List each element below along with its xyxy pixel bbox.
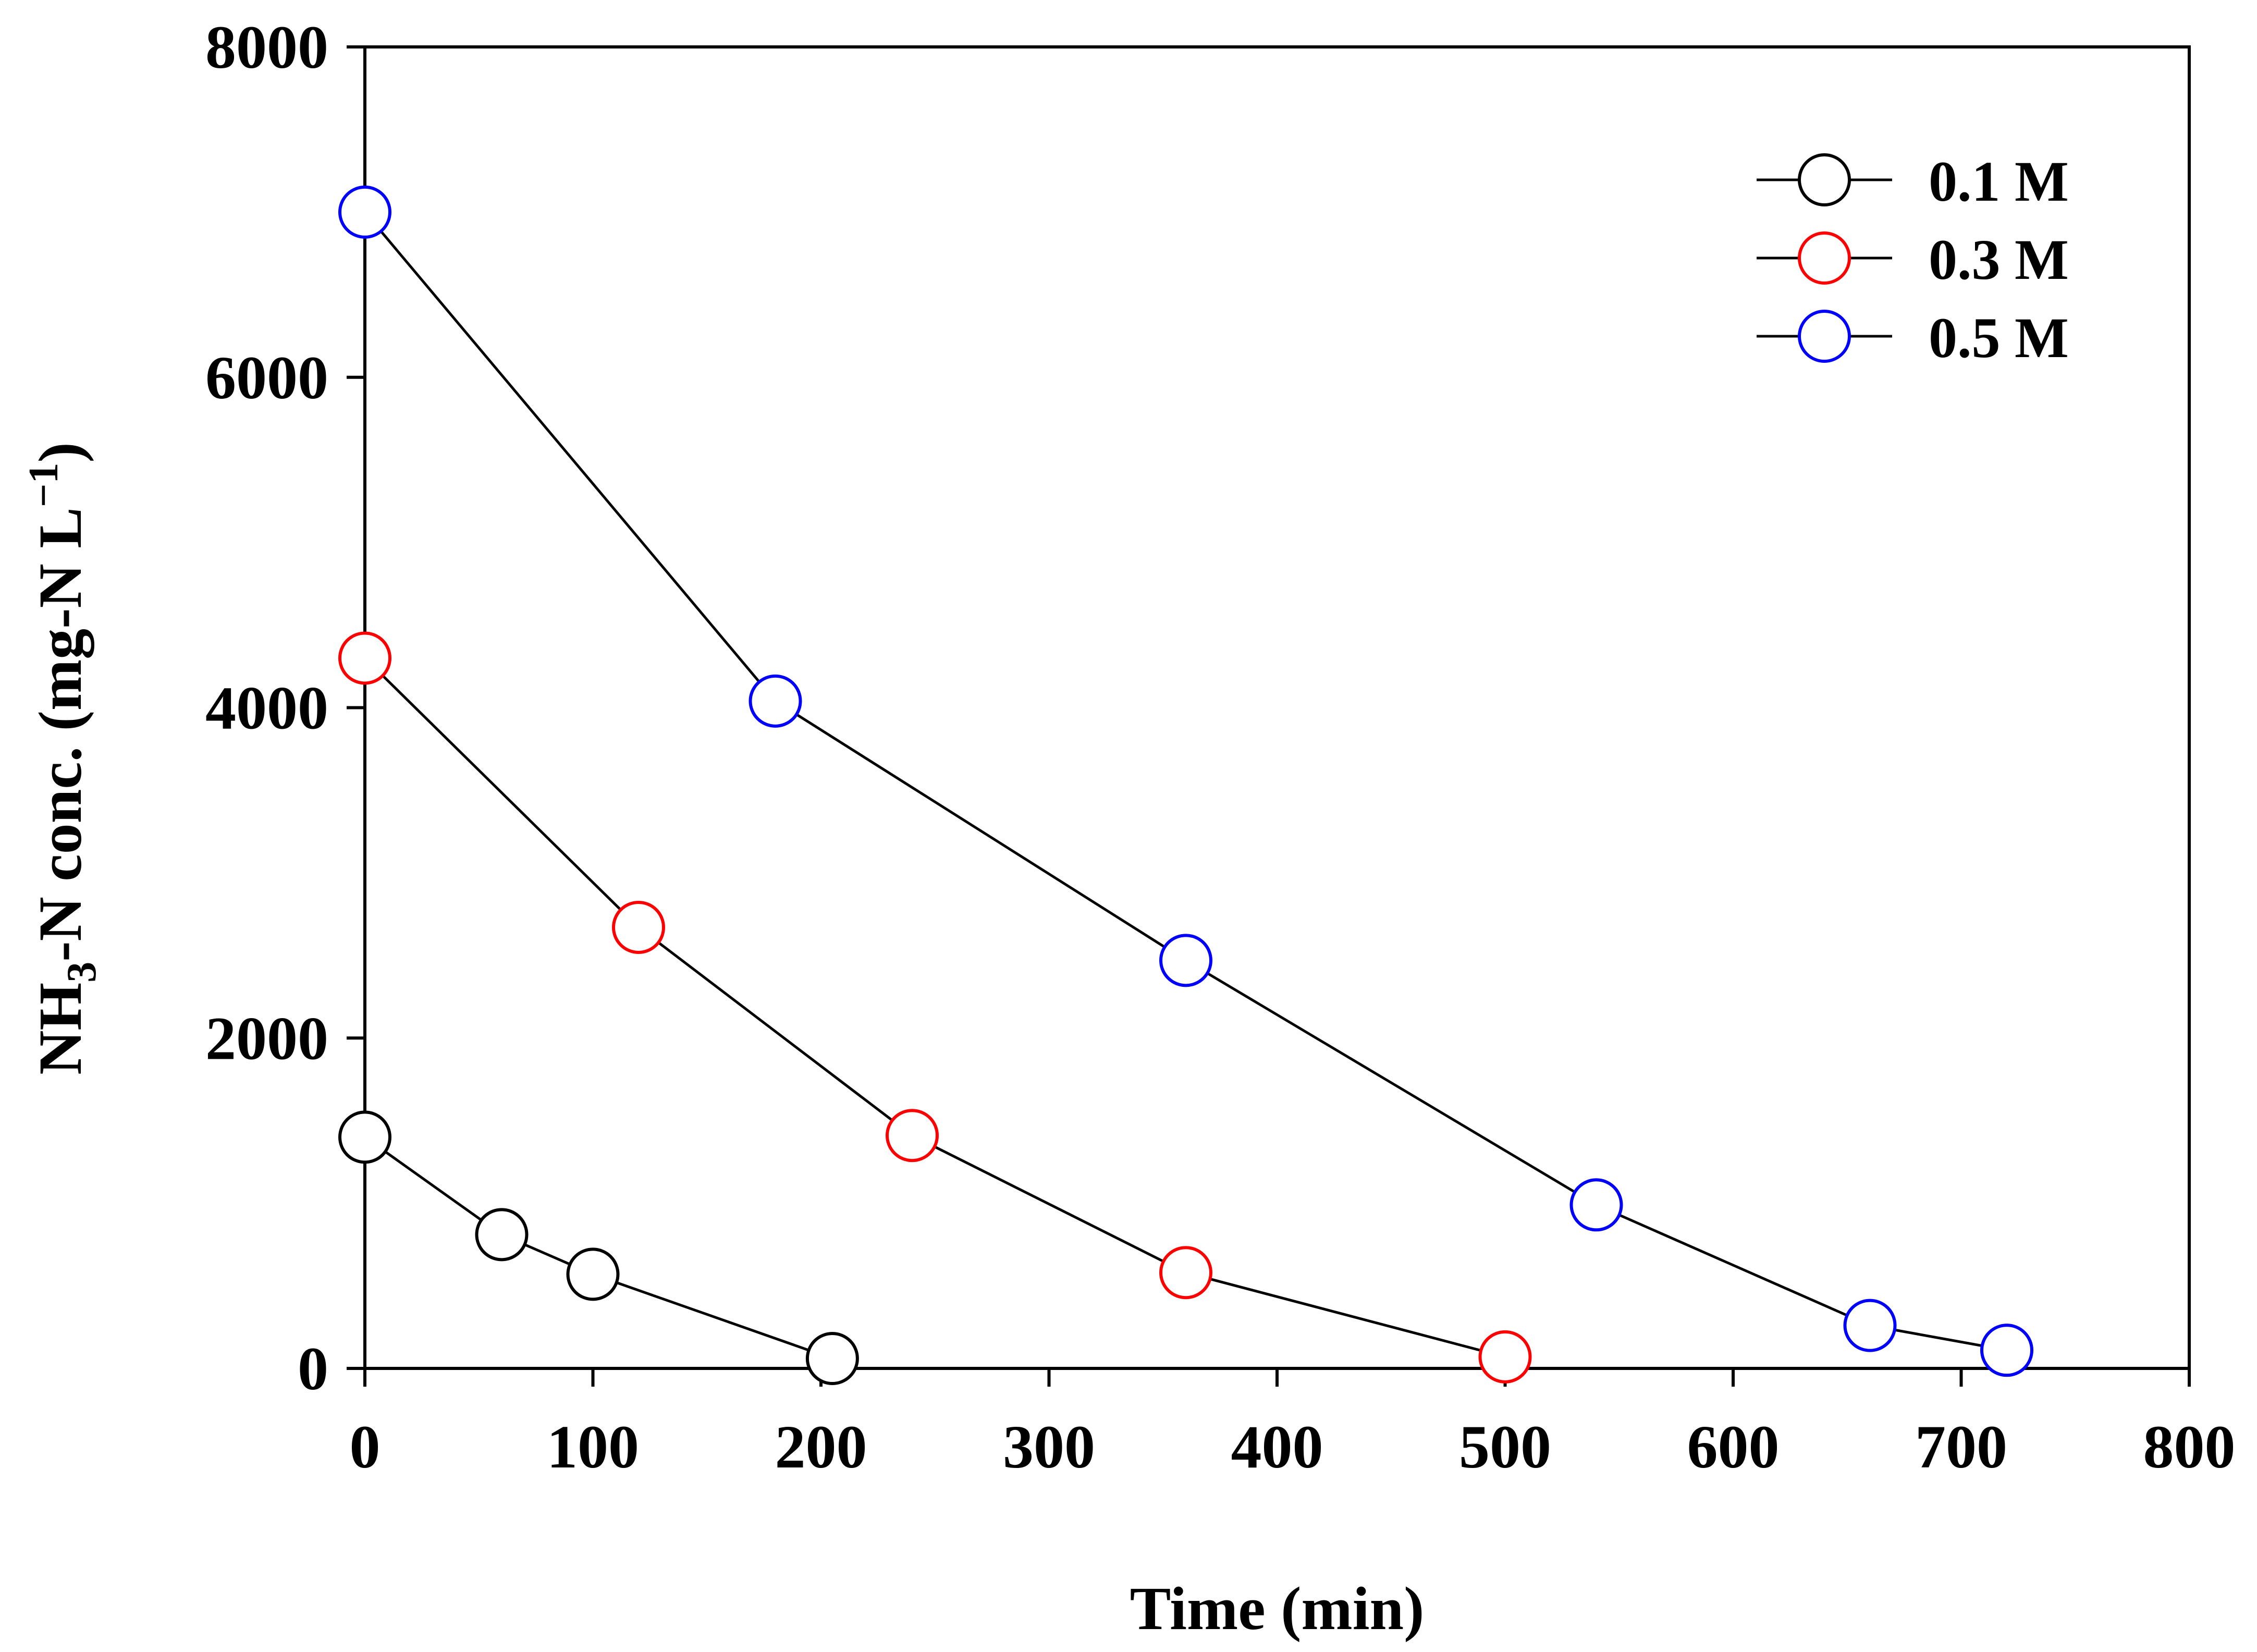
x-tick-label: 300 [1003, 1413, 1095, 1481]
y-tick-label: 4000 [205, 674, 328, 742]
y-axis-label-superscript: −1 [21, 463, 67, 508]
data-point [1843, 1299, 1897, 1352]
series-0.1-m [338, 1110, 859, 1385]
y-tick-label: 8000 [205, 13, 328, 81]
y-axis-label-main: NH [26, 983, 94, 1075]
legend-item: 0.1 M [1757, 150, 2069, 213]
x-tick-label: 500 [1459, 1413, 1551, 1481]
y-axis-label: NH3-N conc. (mg-N L−1) [21, 442, 105, 1075]
data-point [566, 1247, 620, 1301]
series-0.5-m [338, 185, 2033, 1377]
data-point [1159, 1246, 1212, 1300]
data-point [1159, 934, 1212, 987]
legend-label: 0.5 M [1929, 306, 2069, 370]
legend-item: 0.5 M [1757, 306, 2069, 370]
y-tick-label: 6000 [205, 344, 328, 412]
data-point [1569, 1178, 1623, 1232]
legend-marker [1798, 231, 1851, 285]
data-point [338, 1110, 391, 1164]
y-axis-label-rest: -N conc. (mg-N L [26, 507, 94, 962]
data-point [886, 1109, 939, 1162]
series-layer [338, 185, 2033, 1385]
x-tick-label: 0 [350, 1413, 381, 1481]
y-tick-label: 2000 [205, 1004, 328, 1072]
series-0.3-m [338, 631, 1532, 1384]
x-tick-label: 800 [2143, 1413, 2236, 1481]
x-tick-label: 100 [547, 1413, 639, 1481]
series-line [364, 211, 2007, 1352]
x-tick-label: 400 [1231, 1413, 1323, 1481]
y-tick-label: 0 [298, 1335, 328, 1403]
y-axis-label-subscript: 3 [59, 962, 105, 983]
x-tick-label: 700 [1915, 1413, 2007, 1481]
legend: 0.1 M 0.3 M 0.5 M [1757, 150, 2069, 370]
series-line [364, 657, 1506, 1359]
series-line [364, 1136, 833, 1360]
x-tick-label: 200 [775, 1413, 867, 1481]
legend-marker [1798, 310, 1851, 363]
legend-label: 0.3 M [1929, 228, 2069, 291]
data-point [338, 185, 391, 239]
data-point [612, 900, 665, 954]
data-point [805, 1331, 859, 1385]
legend-item: 0.3 M [1757, 228, 2069, 291]
x-axis-label: Time (min) [1130, 1574, 1425, 1643]
data-point [475, 1208, 529, 1262]
legend-label: 0.1 M [1929, 150, 2069, 213]
plot-frame [363, 45, 2191, 1370]
axes: 0 100 200 300 400 500 600 700 800020004000600080… [205, 13, 2236, 1481]
data-point [338, 631, 391, 685]
data-point [1980, 1324, 2033, 1377]
x-tick-label: 600 [1687, 1413, 1780, 1481]
data-point [1478, 1330, 1532, 1384]
y-axis-label-close: ) [26, 442, 94, 462]
data-point [749, 674, 802, 728]
legend-marker [1798, 153, 1851, 206]
